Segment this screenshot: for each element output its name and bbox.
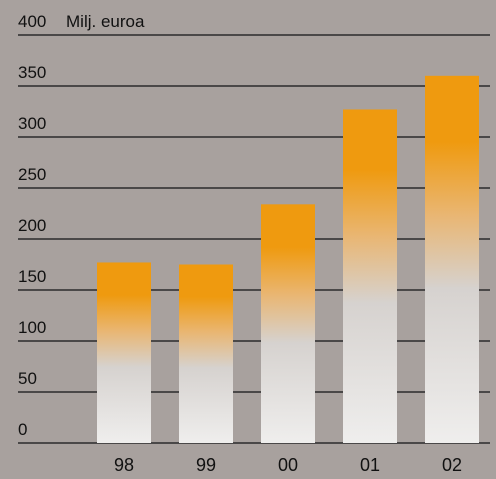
x-category-label-00: 00	[278, 455, 298, 475]
bar-01	[343, 109, 397, 444]
x-category-label-98: 98	[114, 455, 134, 475]
y-tick-label-150: 150	[18, 267, 46, 286]
bar-99	[179, 264, 233, 443]
y-tick-label-400: 400	[18, 12, 46, 31]
unit-label: Milj. euroa	[66, 12, 145, 31]
x-category-label-02: 02	[442, 455, 462, 475]
gridlines	[18, 34, 490, 444]
y-tick-label-50: 50	[18, 369, 37, 388]
bar-98	[97, 262, 151, 443]
bar-02	[425, 75, 479, 444]
y-tick-label-100: 100	[18, 318, 46, 337]
x-category-label-01: 01	[360, 455, 380, 475]
y-tick-label-0: 0	[18, 420, 27, 439]
bars	[97, 75, 479, 444]
y-tick-labels: 0 50 100 150 200 250 300 350 400	[18, 12, 46, 439]
bar-00	[261, 204, 315, 443]
y-tick-label-250: 250	[18, 165, 46, 184]
x-category-label-99: 99	[196, 455, 216, 475]
y-tick-label-200: 200	[18, 216, 46, 235]
y-tick-label-350: 350	[18, 63, 46, 82]
y-tick-label-300: 300	[18, 114, 46, 133]
x-category-labels: 98 99 00 01 02	[114, 455, 462, 475]
